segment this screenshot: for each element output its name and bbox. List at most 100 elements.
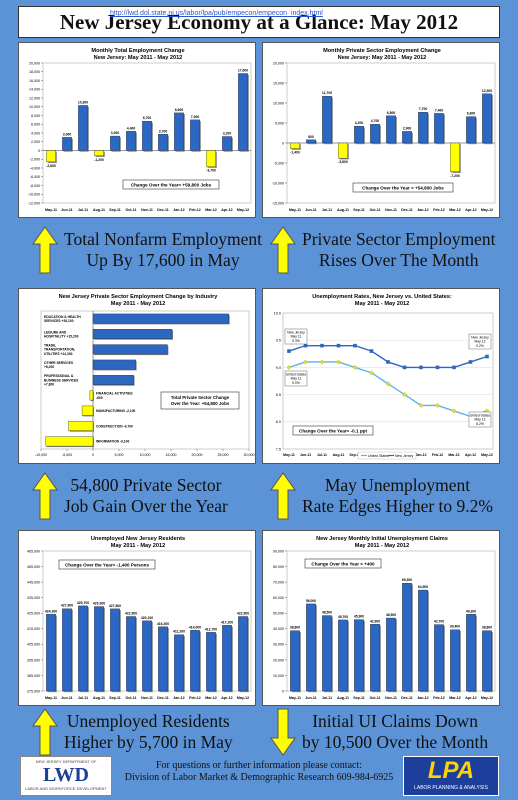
y-tick-label: -10,000 — [272, 181, 284, 185]
y-tick-label: 9.0 — [276, 366, 281, 370]
unemployment-rate-chart: Unemployment Rates, New Jersey vs. Unite… — [262, 288, 500, 464]
annotation-text: Change Over the Year= -1,400 Persons — [65, 562, 149, 567]
bar-category-label: FINANCIAL ACTIVITIES — [96, 392, 133, 396]
x-tick-label: Oct-11 — [126, 208, 137, 212]
bar — [92, 375, 134, 385]
bar — [450, 629, 460, 692]
lwd-logo-bottom: LABOR AND WORKFORCE DEVELOPMENT — [25, 786, 107, 791]
initial-claims-chart-svg: New Jersey Monthly Initial Unemployment … — [273, 536, 496, 700]
bar-value-label: 64,900 — [418, 585, 428, 589]
chart-subtitle: New Jersey: May 2011 - May 2012 — [94, 55, 183, 61]
bar — [190, 630, 200, 692]
y-tick-label: 395,000 — [27, 658, 40, 662]
x-tick-label: Mar-12 — [205, 208, 217, 212]
bar-value-label: 4,200 — [355, 121, 364, 125]
bar-value-label: 17,600 — [238, 69, 248, 73]
data-point — [352, 364, 358, 370]
y-tick-label: -10,000 — [28, 193, 40, 197]
x-tick-label: 30,000 — [244, 453, 255, 457]
bar — [110, 135, 120, 151]
annotation-box — [292, 425, 374, 436]
lpa-logo-bottom: LABOR PLANNING & ANALYSIS — [414, 785, 488, 791]
y-tick-label: 7.5 — [276, 447, 281, 451]
caption-line2: Job Gain Over the Year — [64, 496, 228, 516]
contact-line1: For questions or further information ple… — [155, 760, 363, 771]
y-tick-label: 60,000 — [273, 596, 284, 600]
bar — [402, 131, 412, 144]
x-tick-label: Jun-11 — [300, 453, 311, 457]
source-link[interactable]: http://lwd.dol.state.nj.us/labor/lpa/pub… — [110, 10, 323, 17]
up-arrow-icon — [32, 708, 58, 756]
y-tick-label: -4,000 — [30, 166, 40, 170]
y-tick-label: 0 — [282, 141, 284, 145]
data-point — [452, 365, 456, 370]
data-point — [385, 381, 391, 387]
bar-value-label: 7,700 — [419, 107, 428, 111]
bar — [466, 116, 476, 144]
y-tick-label: 5,000 — [275, 121, 284, 125]
caption-line2: Rate Edges Higher to 9.2% — [302, 496, 493, 516]
bar-value-label: 42,700 — [434, 620, 444, 624]
legend-label: United States — [368, 454, 389, 458]
data-point — [402, 392, 407, 398]
up-arrow-icon — [270, 226, 296, 274]
bar-category-label: TRANSPORTATION, — [44, 348, 75, 352]
x-tick-label: Jun-11 — [305, 208, 316, 212]
bar — [338, 142, 348, 159]
bar-value-label: 3,200 — [223, 132, 232, 136]
bar — [78, 105, 88, 151]
y-tick-label: 40,000 — [273, 627, 284, 631]
y-tick-label: 8,000 — [31, 114, 40, 118]
x-tick-label: Sep-11 — [109, 208, 121, 212]
bar-value-label: 6,700 — [143, 116, 152, 120]
bar — [126, 131, 136, 151]
y-tick-label: 90,000 — [273, 549, 284, 553]
x-tick-label: Aug-11 — [93, 696, 105, 700]
bar — [466, 614, 476, 692]
chart-title: Unemployment Rates, New Jersey vs. Unite… — [312, 294, 452, 300]
y-tick-label: 405,000 — [27, 643, 40, 647]
bar — [238, 73, 248, 151]
bar — [174, 634, 184, 692]
x-tick-label: May-11 — [283, 453, 295, 457]
annotation-text: Change Over the Year= +59,800 Jobs — [131, 182, 212, 187]
bar-category-label: LEISURE AND — [44, 330, 67, 334]
x-tick-label: Feb-12 — [189, 208, 201, 212]
initial-claims-chart: New Jersey Monthly Initial Unemployment … — [262, 530, 500, 706]
x-tick-label: Apr-12 — [221, 208, 232, 212]
bar — [81, 405, 94, 416]
caption-initial-claims: Initial UI Claims Down by 10,500 Over th… — [270, 708, 488, 756]
x-tick-label: Nov-11 — [385, 208, 397, 212]
x-tick-label: May-11 — [289, 208, 301, 212]
data-point — [485, 354, 489, 359]
bar-value-label: 429,700 — [77, 601, 89, 605]
x-tick-label: Nov-11 — [141, 696, 153, 700]
bar-value-label: 8,600 — [175, 108, 184, 112]
bar-value-label: 69,300 — [402, 578, 412, 582]
data-point — [435, 365, 440, 370]
bar-category-label: EDUCATION & HEALTH — [44, 315, 81, 319]
bar-value-label: 427,800 — [109, 604, 121, 608]
bar-value-label: 48,500 — [322, 611, 332, 615]
bar-value-label: 46,900 — [386, 613, 396, 617]
caption-total-employment: Total Nonfarm Employment Up By 17,600 in… — [32, 226, 262, 274]
x-tick-label: Jul-11 — [317, 453, 327, 457]
chart-title: Unemployed New Jersey Residents — [91, 536, 185, 542]
x-tick-label: Jul-11 — [322, 208, 332, 212]
data-point — [286, 364, 292, 370]
lwd-logo: NEW JERSEY DEPARTMENT OF LWD LABOR AND W… — [20, 756, 112, 796]
legend-box — [357, 451, 417, 460]
bar — [370, 624, 380, 692]
caption-industry: 54,800 Private Sector Job Gain Over the … — [32, 472, 228, 520]
x-tick-label: Feb-12 — [433, 208, 445, 212]
callout-box — [284, 370, 308, 387]
annotation-box — [304, 558, 382, 569]
x-tick-label: Jan-12 — [417, 208, 428, 212]
bar-value-label: 6,800 — [387, 111, 396, 115]
x-tick-label: Aug-11 — [337, 696, 349, 700]
bar-value-label: -3,800 — [338, 160, 348, 164]
data-point — [451, 408, 457, 414]
bar-value-label: 42,900 — [370, 619, 380, 623]
